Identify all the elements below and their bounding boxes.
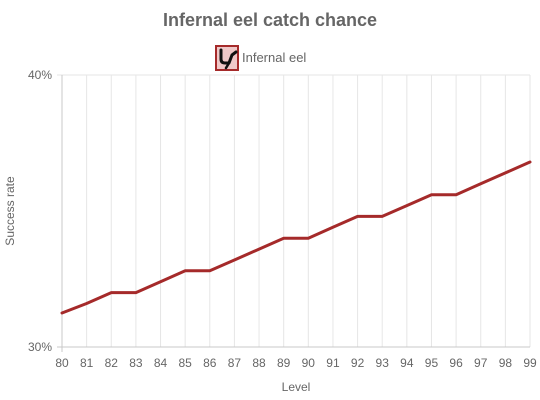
data-point[interactable] [527,159,533,165]
y-axis-title: Success rate [3,176,17,246]
x-axis-title: Level [282,380,311,394]
x-tick-label: 88 [252,356,266,370]
data-point[interactable] [207,268,213,274]
y-tick-labels: 40% 30% [28,68,52,354]
x-tick-label: 98 [499,356,513,370]
legend-label-infernal-eel: Infernal eel [242,50,306,65]
x-tick-label: 93 [376,356,390,370]
axes [57,75,530,352]
data-point[interactable] [453,192,459,198]
x-tick-labels: 80 81 82 83 84 85 86 87 88 89 90 91 92 93 94 95 96 97 98 99 [55,356,537,370]
x-tick-label: 92 [351,356,365,370]
data-point[interactable] [305,235,311,241]
chart-title: Infernal eel catch chance [163,10,377,30]
data-point[interactable] [355,213,361,219]
data-point[interactable] [256,246,262,252]
x-tick-label: 99 [523,356,537,370]
x-tick-label: 86 [203,356,217,370]
data-point[interactable] [502,170,508,176]
x-tick-label: 97 [474,356,488,370]
x-tick-label: 85 [178,356,192,370]
data-point[interactable] [84,300,90,306]
grid [57,74,531,348]
data-point[interactable] [478,181,484,187]
x-tick-label: 91 [326,356,340,370]
data-point[interactable] [133,290,139,296]
x-tick-label: 84 [154,356,168,370]
data-point[interactable] [108,290,114,296]
data-point[interactable] [404,203,410,209]
x-tick-label: 95 [425,356,439,370]
data-point[interactable] [158,279,164,285]
data-point[interactable] [330,224,336,230]
x-tick-label: 96 [449,356,463,370]
legend[interactable]: Infernal eel [215,45,306,71]
x-tick-label: 90 [302,356,316,370]
y-tick-label: 40% [28,68,52,82]
series-line-infernal-eel[interactable] [60,160,532,315]
data-point[interactable] [59,310,65,316]
x-tick-label: 83 [129,356,143,370]
data-point[interactable] [379,213,385,219]
y-tick-label: 30% [28,340,52,354]
x-tick-label: 89 [277,356,291,370]
data-point[interactable] [231,257,237,263]
data-point[interactable] [428,192,434,198]
infernal-eel-item-icon [215,45,239,71]
x-tick-label: 81 [80,356,94,370]
x-tick-label: 80 [55,356,69,370]
series-layer [59,159,533,316]
x-tick-label: 94 [400,356,414,370]
x-tick-label: 87 [228,356,242,370]
data-point[interactable] [281,235,287,241]
x-tick-label: 82 [105,356,119,370]
data-point[interactable] [182,268,188,274]
